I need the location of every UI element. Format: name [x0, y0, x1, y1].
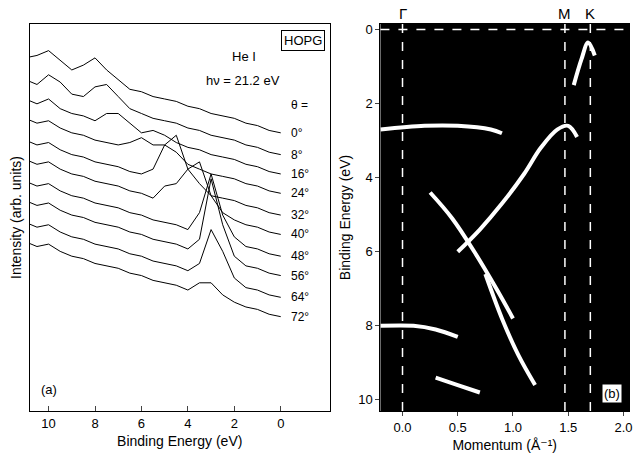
svg-text:(b): (b): [604, 386, 620, 401]
svg-text:HOPG: HOPG: [284, 33, 322, 48]
svg-text:4: 4: [366, 170, 373, 185]
svg-text:4: 4: [184, 416, 191, 431]
svg-text:0: 0: [366, 22, 373, 37]
svg-text:0.0: 0.0: [393, 420, 411, 435]
svg-text:8: 8: [91, 416, 98, 431]
svg-text:Binding Energy (eV): Binding Energy (eV): [117, 433, 242, 449]
svg-text:2.0: 2.0: [614, 420, 632, 435]
svg-text:8: 8: [366, 318, 373, 333]
svg-text:6: 6: [138, 416, 145, 431]
svg-text:16°: 16°: [291, 167, 309, 181]
svg-text:Momentum (Å⁻¹): Momentum (Å⁻¹): [452, 437, 557, 453]
svg-text:hν = 21.2 eV: hν = 21.2 eV: [206, 73, 280, 88]
svg-text:Binding Energy (eV): Binding Energy (eV): [337, 155, 353, 280]
svg-text:1.5: 1.5: [559, 420, 577, 435]
svg-text:24°: 24°: [291, 186, 309, 200]
svg-text:K: K: [585, 5, 595, 22]
svg-text:8°: 8°: [291, 148, 303, 162]
svg-text:1.0: 1.0: [504, 420, 522, 435]
svg-text:M: M: [558, 5, 571, 22]
svg-text:He I: He I: [232, 49, 256, 64]
svg-text:32°: 32°: [291, 208, 309, 222]
svg-text:Intensity (arb. units): Intensity (arb. units): [8, 156, 24, 279]
svg-text:2: 2: [231, 416, 238, 431]
svg-text:72°: 72°: [291, 310, 309, 324]
svg-text:0°: 0°: [291, 126, 303, 140]
svg-text:0: 0: [277, 416, 284, 431]
svg-text:θ =: θ =: [291, 98, 308, 112]
svg-text:10: 10: [358, 392, 372, 407]
svg-text:48°: 48°: [291, 249, 309, 263]
svg-text:64°: 64°: [291, 290, 309, 304]
svg-text:0.5: 0.5: [449, 420, 467, 435]
svg-text:6: 6: [366, 244, 373, 259]
svg-text:56°: 56°: [291, 269, 309, 283]
svg-text:(a): (a): [41, 382, 57, 397]
svg-text:10: 10: [41, 416, 55, 431]
svg-text:Γ: Γ: [399, 5, 407, 22]
svg-text:40°: 40°: [291, 227, 309, 241]
svg-text:2: 2: [366, 96, 373, 111]
